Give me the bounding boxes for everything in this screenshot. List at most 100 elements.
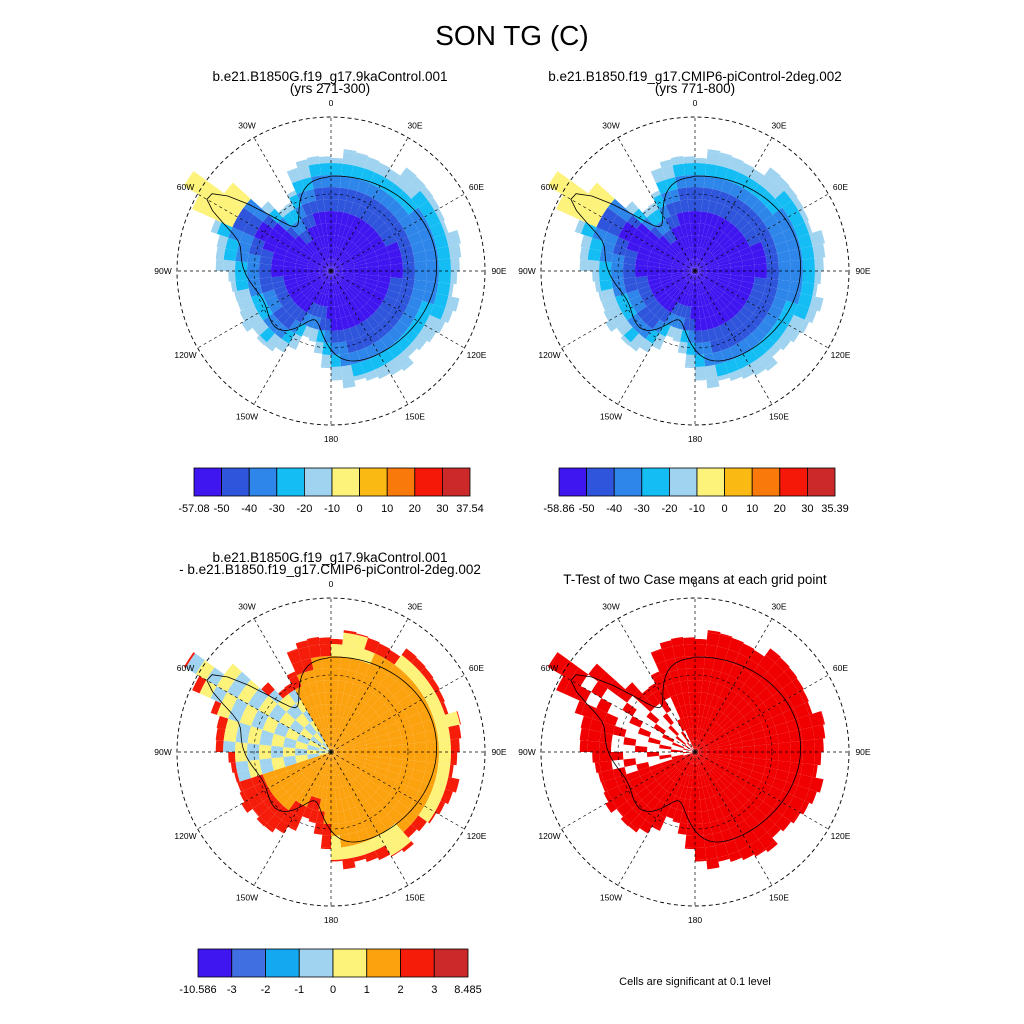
grid-cell [587, 259, 600, 271]
grid-cell [342, 151, 356, 166]
grid-cell [672, 274, 685, 281]
grid-cell [271, 264, 284, 271]
longitude-label: 30E [771, 121, 786, 131]
grid-cell [677, 822, 688, 835]
grid-cell [665, 246, 678, 257]
grid-cell [276, 290, 290, 301]
grid-cell [363, 226, 376, 239]
grid-cell [373, 324, 388, 339]
grid-cell [258, 221, 273, 235]
grid-cell [319, 752, 331, 756]
grid-cell [695, 306, 701, 319]
grid-cell [328, 740, 331, 752]
longitude-label: 150E [405, 411, 425, 421]
grid-cell [259, 808, 275, 824]
grid-cell [702, 786, 710, 799]
grid-cell [367, 679, 381, 694]
grid-cell [401, 734, 415, 745]
grid-cell [402, 752, 415, 761]
grid-cell [754, 752, 767, 760]
grid-cell [700, 317, 708, 331]
grid-cell [742, 745, 756, 752]
grid-cell [323, 330, 331, 343]
grid-cell [410, 288, 425, 301]
grid-cell [287, 824, 297, 831]
grid-cell [235, 279, 249, 291]
grid-cell [753, 737, 767, 746]
grid-cell [580, 703, 597, 719]
grid-cell [713, 806, 725, 821]
grid-cell [749, 722, 764, 734]
grid-cell [705, 364, 718, 379]
meridian-line [694, 270, 829, 349]
grid-cell [698, 704, 705, 717]
grid-cell [335, 249, 343, 261]
grid-cell [331, 744, 342, 752]
grid-cell [276, 771, 290, 782]
grid-cell [730, 274, 743, 281]
grid-cell [243, 223, 259, 237]
grid-cell [735, 311, 749, 325]
map-boundary [540, 597, 850, 907]
grid-cell [717, 275, 731, 283]
grid-cell [725, 208, 738, 223]
grid-cell [687, 752, 695, 763]
grid-cell [281, 329, 295, 344]
grid-cell [288, 319, 301, 334]
grid-cell [309, 239, 319, 252]
grid-cell [718, 273, 731, 279]
grid-cell [424, 692, 441, 709]
grid-cell [414, 260, 428, 271]
grid-cell [388, 248, 402, 259]
grid-cell [352, 256, 366, 264]
field-cells [183, 149, 462, 389]
grid-cell [695, 752, 704, 761]
grid-cell [331, 306, 337, 319]
grid-cell [695, 223, 701, 236]
grid-cell [672, 261, 685, 268]
grid-cell [339, 735, 351, 745]
grid-cell [339, 254, 351, 264]
grid-cell [342, 744, 355, 750]
colorbar-tick-label: 0 [329, 984, 337, 996]
grid-cell [402, 808, 419, 825]
grid-cell [301, 202, 313, 217]
grid-cell [690, 247, 694, 260]
grid-cell [677, 719, 686, 732]
grid-cell [333, 716, 339, 729]
grid-cell [721, 292, 734, 304]
grid-cell [744, 193, 760, 209]
grid-cell [247, 695, 264, 710]
grid-cell [672, 163, 685, 178]
grid-cell [324, 318, 331, 331]
longitude-label: 120E [831, 831, 851, 841]
grid-cell [685, 281, 692, 294]
grid-cell [705, 275, 717, 283]
grid-cell [331, 692, 338, 705]
grid-cell [743, 228, 758, 241]
grid-cell [754, 263, 767, 271]
grid-cell [775, 334, 791, 351]
longitude-label: 90E [855, 747, 870, 757]
grid-cell [718, 748, 731, 752]
grid-cell [615, 774, 630, 787]
longitude-label: 120W [174, 831, 196, 841]
colorbar-swatch [433, 948, 469, 978]
grid-cell [342, 857, 356, 870]
grid-cell [705, 755, 718, 762]
grid-cell [353, 373, 366, 381]
grid-cell [697, 716, 703, 729]
grid-cell [338, 717, 346, 731]
grid-cell [598, 771, 604, 783]
grid-cell [690, 763, 694, 776]
grid-cell [375, 306, 390, 320]
grid-cell [706, 376, 720, 389]
grid-cell [704, 719, 713, 732]
grid-cell [355, 686, 367, 701]
grid-cell [331, 330, 339, 343]
colorbar-tick-label: 30 [801, 503, 814, 515]
grid-cell [331, 752, 335, 764]
grid-cell [287, 649, 302, 665]
grid-cell [225, 718, 240, 733]
